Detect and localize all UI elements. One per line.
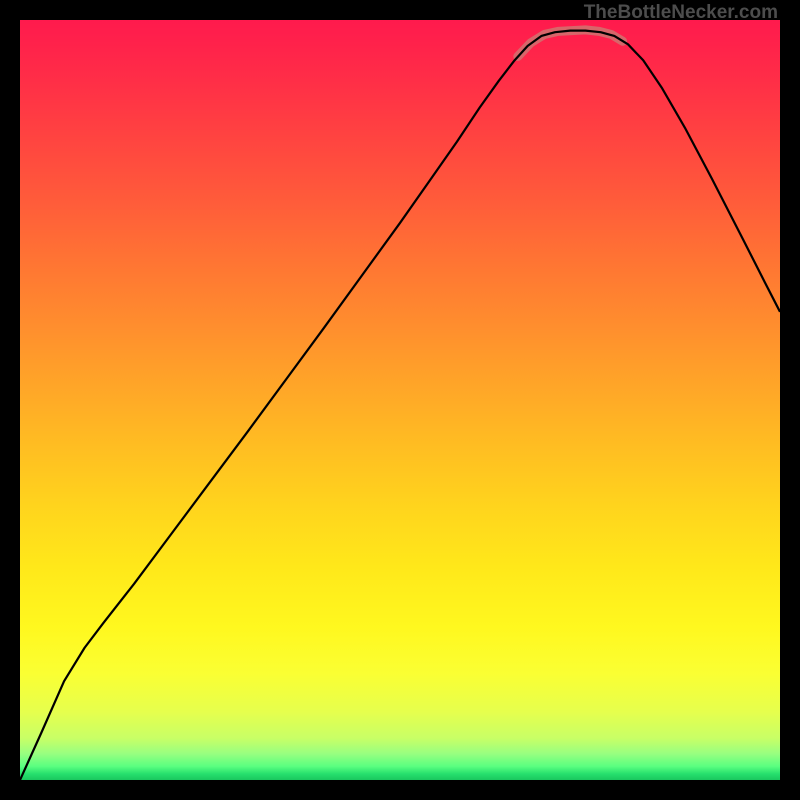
chart-background: [20, 20, 780, 780]
chart-svg: [20, 20, 780, 780]
watermark-text: TheBottleNecker.com: [584, 2, 778, 24]
bottleneck-chart: [20, 20, 780, 780]
